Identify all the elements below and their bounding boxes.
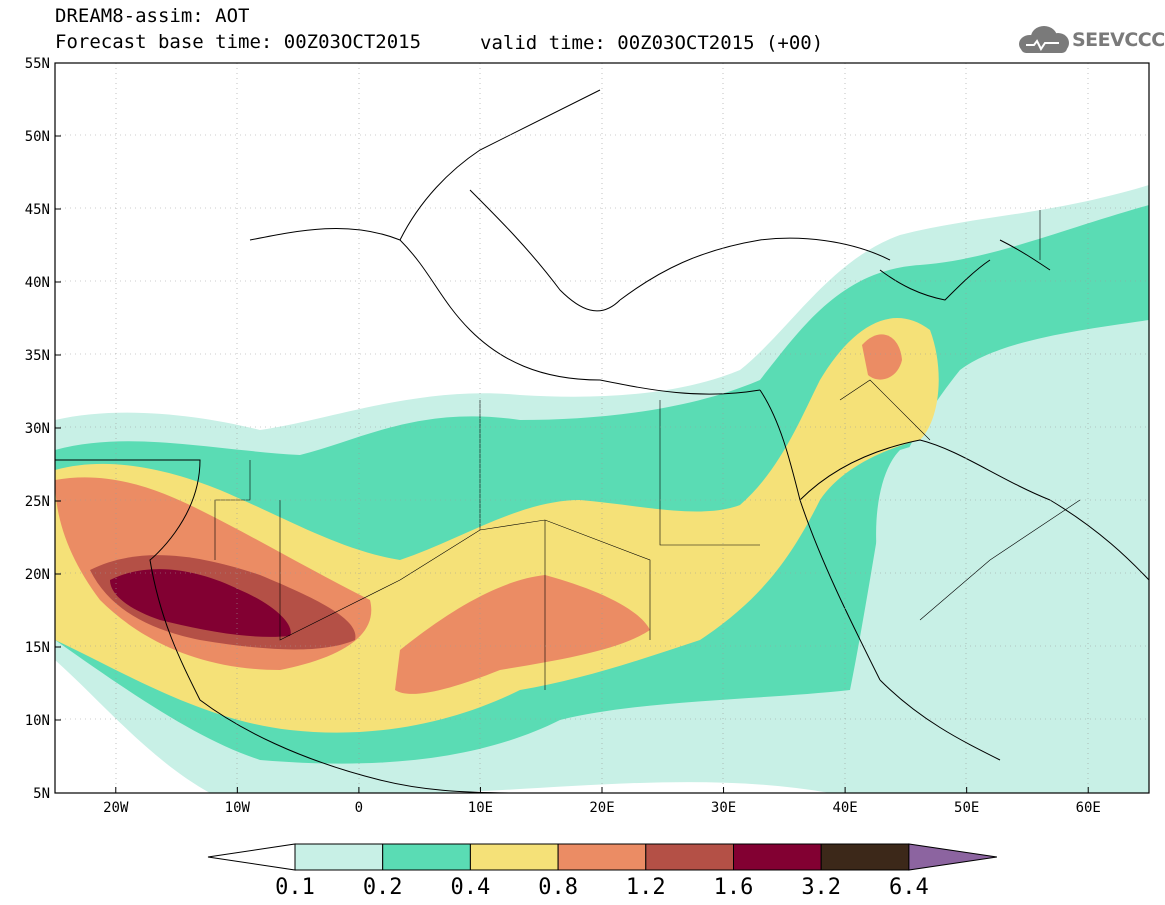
legend-label: 0.2 — [363, 875, 403, 900]
longitude-label: 20W — [103, 800, 129, 816]
legend-max-arrow — [908, 843, 997, 871]
latitude-label: 20N — [25, 567, 50, 583]
aot-map: 55N 50N 45N 40N 35N 30N 25N 20N 15N 10N 5N 20W 10W 0… — [25, 56, 1150, 816]
legend-label: 1.2 — [626, 875, 666, 900]
legend-swatch — [557, 843, 647, 871]
latitude-labels: 55N 50N 45N 40N 35N 30N 25N 20N 15N 10N 5N — [25, 56, 61, 802]
map-title: DREAM8-assim: AOT — [55, 5, 250, 27]
legend-swatch — [382, 843, 471, 871]
longitude-label: 40E — [832, 800, 857, 816]
legend-label: 0.4 — [451, 875, 491, 900]
longitude-label: 20E — [589, 800, 614, 816]
graticule — [55, 63, 1149, 793]
latitude-label: 10N — [25, 713, 50, 729]
color-legend: 0.1 0.2 0.4 0.8 1.2 1.6 3.2 6.4 — [207, 843, 997, 900]
legend-label: 0.1 — [275, 875, 315, 900]
aot-contour-0.8-iraq — [862, 334, 902, 380]
latitude-label: 45N — [25, 202, 50, 218]
latitude-label: 25N — [25, 494, 50, 510]
valid-time: valid time: 00Z03OCT2015 (+00) — [480, 32, 824, 54]
longitude-label: 10E — [468, 800, 493, 816]
longitude-label: 50E — [954, 800, 979, 816]
country-borders — [214, 210, 1081, 690]
aot-contour-0.8-east — [395, 575, 650, 694]
legend-min-arrow — [207, 843, 296, 871]
latitude-label: 40N — [25, 275, 50, 291]
longitude-label: 0 — [355, 800, 363, 816]
longitude-label: 60E — [1076, 800, 1101, 816]
legend-label: 6.4 — [889, 875, 929, 900]
latitude-label: 30N — [25, 421, 50, 437]
logo-text: SEEVCCC — [1072, 29, 1165, 51]
forecast-base-time: Forecast base time: 00Z03OCT2015 — [55, 31, 422, 53]
latitude-label: 15N — [25, 640, 50, 656]
legend-swatch — [294, 843, 384, 871]
longitude-labels: 20W 10W 0 10E 20E 30E 40E 50E 60E — [103, 787, 1101, 816]
legend-label: 1.6 — [714, 875, 754, 900]
latitude-label: 5N — [33, 786, 50, 802]
longitude-label: 10W — [225, 800, 251, 816]
latitude-label: 55N — [25, 56, 50, 72]
cloud-icon — [1019, 26, 1069, 53]
longitude-label: 30E — [711, 800, 736, 816]
legend-swatch — [469, 843, 559, 871]
legend-swatch — [645, 843, 734, 871]
legend-swatch — [733, 843, 822, 871]
latitude-label: 50N — [25, 129, 50, 145]
legend-swatch — [820, 843, 910, 871]
legend-label: 3.2 — [801, 875, 841, 900]
latitude-label: 35N — [25, 348, 50, 364]
legend-label: 0.8 — [538, 875, 578, 900]
coastlines — [55, 89, 1149, 793]
